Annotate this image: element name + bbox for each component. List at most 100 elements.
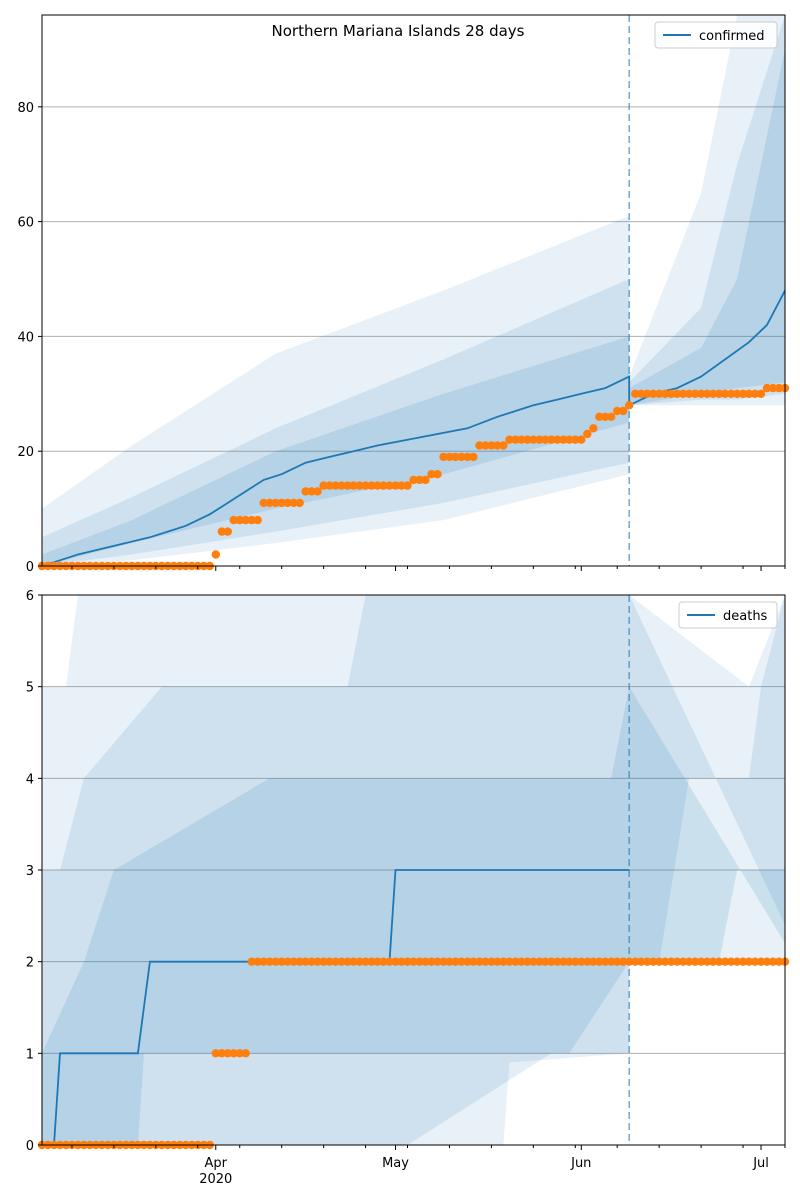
- observed-point: [517, 435, 526, 444]
- observed-point: [511, 435, 520, 444]
- observed-point: [211, 550, 220, 559]
- observed-point: [223, 527, 232, 536]
- observed-point: [283, 498, 292, 508]
- observed-point: [643, 389, 652, 398]
- observed-point: [289, 957, 298, 966]
- observed-point: [672, 957, 682, 966]
- observed-point: [331, 957, 340, 966]
- observed-point: [708, 389, 718, 398]
- y-tick-label: 1: [26, 1047, 34, 1062]
- observed-point: [385, 481, 394, 490]
- observed-point: [397, 957, 406, 966]
- observed-point: [613, 406, 622, 416]
- observed-point: [283, 957, 292, 966]
- observed-point: [391, 957, 400, 966]
- observed-point: [535, 435, 544, 444]
- observed-point: [427, 957, 436, 966]
- observed-point: [247, 957, 256, 966]
- observed-point: [403, 481, 412, 490]
- observed-point: [313, 957, 322, 966]
- observed-point: [511, 957, 520, 966]
- observed-point: [415, 957, 424, 966]
- observed-point: [762, 383, 772, 393]
- observed-point: [463, 957, 472, 966]
- y-tick-label: 3: [26, 864, 34, 879]
- observed-point: [631, 957, 640, 966]
- observed-point: [744, 389, 754, 398]
- observed-point: [403, 957, 412, 966]
- observed-point: [571, 435, 580, 444]
- observed-point: [613, 957, 622, 966]
- observed-point: [678, 389, 688, 398]
- observed-point: [523, 435, 532, 444]
- observed-point: [577, 957, 586, 966]
- observed-point: [427, 470, 436, 479]
- legend-box: [678, 601, 778, 629]
- observed-point: [439, 957, 448, 966]
- observed-point: [421, 475, 430, 485]
- observed-point: [637, 957, 646, 966]
- observed-point: [547, 957, 556, 966]
- observed-point: [463, 452, 472, 462]
- observed-point: [481, 441, 490, 450]
- observed-point: [714, 957, 724, 966]
- observed-point: [253, 957, 262, 966]
- observed-point: [565, 435, 574, 444]
- observed-point: [499, 441, 508, 450]
- observed-point: [553, 435, 562, 444]
- observed-point: [708, 957, 718, 966]
- observed-point: [307, 487, 316, 496]
- observed-point: [643, 957, 652, 966]
- observed-point: [451, 452, 460, 462]
- observed-point: [493, 441, 502, 450]
- observed-point: [277, 957, 286, 966]
- y-tick-label: 40: [17, 330, 34, 345]
- deaths-observed-points: [37, 957, 790, 1150]
- plot-frame: [41, 14, 786, 567]
- observed-point: [241, 1049, 250, 1058]
- observed-point: [732, 957, 742, 966]
- y-tick-label: 0: [26, 560, 34, 575]
- observed-point: [577, 435, 586, 444]
- observed-point: [601, 957, 610, 966]
- observed-point: [415, 475, 424, 485]
- observed-point: [702, 957, 712, 966]
- uncertainty-band: [42, 15, 785, 566]
- observed-point: [684, 389, 694, 398]
- observed-point: [738, 389, 748, 398]
- confirmed-axes: 0 20 40 60 80: [17, 14, 786, 575]
- observed-point: [307, 957, 316, 966]
- observed-point: [319, 481, 328, 490]
- deaths-legend: deaths: [678, 601, 778, 629]
- observed-point: [571, 957, 580, 966]
- observed-point: [325, 481, 334, 490]
- observed-point: [487, 441, 496, 450]
- observed-point: [445, 957, 454, 966]
- observed-point: [744, 957, 754, 966]
- observed-point: [619, 406, 628, 416]
- observed-point: [523, 957, 532, 966]
- x-tick-label: Jul: [752, 1156, 769, 1171]
- observed-point: [678, 957, 688, 966]
- observed-point: [217, 527, 226, 536]
- observed-point: [259, 498, 268, 508]
- observed-point: [433, 470, 442, 479]
- observed-point: [738, 957, 748, 966]
- y-tick-label: 4: [26, 772, 34, 787]
- x-year-label: 2020: [199, 1172, 232, 1187]
- observed-point: [625, 401, 634, 410]
- observed-point: [469, 957, 478, 966]
- observed-point: [529, 957, 538, 966]
- observed-point: [720, 389, 730, 398]
- observed-point: [589, 957, 598, 966]
- observed-point: [379, 481, 388, 490]
- observed-point: [583, 429, 592, 439]
- confirmed-legend: confirmed: [654, 21, 778, 49]
- observed-point: [607, 957, 616, 966]
- observed-point: [409, 475, 418, 485]
- observed-point: [529, 435, 538, 444]
- observed-point: [313, 487, 322, 496]
- observed-point: [229, 1049, 238, 1058]
- observed-point: [265, 957, 274, 966]
